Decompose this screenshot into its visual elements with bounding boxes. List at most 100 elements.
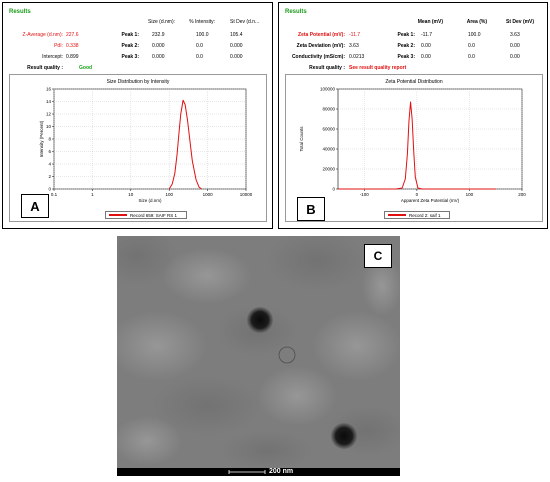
zeta-potential-label: Zeta Potential (mV): <box>298 32 345 38</box>
nanoparticle-1 <box>247 307 273 333</box>
peak-1-stdev: 105.4 <box>230 32 243 38</box>
scale-bar-label: 200 nm <box>269 468 294 475</box>
intercept-label: Intercept: <box>42 54 63 60</box>
zeta-distribution-plot: 0 20000 40000 60000 80000 100000 -100 0 100 200 Ap… <box>299 87 526 204</box>
peak-1-size: 232.9 <box>152 32 165 38</box>
panel-letter-a: A <box>21 194 49 218</box>
peak-1-label: Peak 1: <box>397 32 415 38</box>
plot-area <box>337 88 523 190</box>
peak-3-label: Peak 3: <box>121 54 139 60</box>
peak-3-size: 0.000 <box>152 54 165 60</box>
y-tick-label: 16 <box>46 87 52 92</box>
chart-title: Size Distribution by Intensity <box>106 79 170 85</box>
zeta-deviation-value: 3.63 <box>349 43 359 49</box>
y-tick-label: 2 <box>48 174 51 179</box>
tem-background-texture <box>117 236 400 471</box>
y-tick-label: 14 <box>46 99 52 104</box>
x-tick-label: 0.1 <box>51 192 58 197</box>
z-average-value: 227.6 <box>66 32 79 38</box>
x-tick-label: 10000 <box>240 192 253 197</box>
y-tick-label: 4 <box>48 162 51 167</box>
result-quality-value[interactable]: See result quality report <box>349 65 407 71</box>
conductivity-value: 0.0213 <box>349 54 365 60</box>
y-tick-label: 6 <box>48 149 51 154</box>
peak-2-stdev: 0.000 <box>230 43 243 49</box>
peak-3-area: 0.0 <box>468 54 475 60</box>
tem-micrograph: 200 nm C <box>117 236 400 476</box>
col-header-intensity: % Intensity: <box>189 19 215 25</box>
y-tick-label: 40000 <box>322 147 335 152</box>
zeta-deviation-label: Zeta Deviation (mV): <box>296 43 345 49</box>
y-tick-label: 8 <box>48 137 51 142</box>
x-tick-label: 1 <box>91 192 94 197</box>
tem-texture <box>117 236 400 471</box>
peak-2-label: Peak 2: <box>397 43 415 49</box>
zeta-potential-value: -11.7 <box>349 32 361 38</box>
z-average-label: Z-Average (d.nm): <box>22 32 63 38</box>
x-tick-label: 0 <box>416 192 419 197</box>
peak-2-intensity: 0.0 <box>196 43 203 49</box>
peak-1-label: Peak 1: <box>121 32 139 38</box>
x-tick-label: 1000 <box>203 192 214 197</box>
col-header-stdev: St Dev (mV) <box>506 19 535 25</box>
legend-line-swatch <box>109 214 127 216</box>
results-title: Results <box>285 9 307 15</box>
peak-1-intensity: 100.0 <box>196 32 209 38</box>
result-quality-value: Good <box>79 65 93 71</box>
nanoparticle-2 <box>331 423 357 449</box>
x-tick-label: 100 <box>466 192 474 197</box>
peak-3-mean: 0.00 <box>421 54 431 60</box>
y-tick-label: 0 <box>332 187 335 192</box>
series-line <box>338 101 496 190</box>
conductivity-label: Conductivity (mS/cm): <box>291 54 345 60</box>
col-header-size: Size (d.nm): <box>148 19 175 25</box>
pdi-value: 0.338 <box>66 43 79 49</box>
peak-1-stdev: 3.63 <box>510 32 520 38</box>
peak-2-area: 0.0 <box>468 43 475 49</box>
chart-legend: Record 659: SAIF RS 1 <box>105 211 187 219</box>
vesicle-outline <box>278 346 296 364</box>
panel-letter-c: C <box>364 244 392 268</box>
panel-b-zeta-results: Results Mean (mV) Area (%) St Dev (mV) Z… <box>278 2 548 229</box>
results-title: Results <box>9 9 31 15</box>
legend-series-name: Record 659: SAIF RS 1 <box>130 212 178 218</box>
peak-1-mean: -11.7 <box>421 32 433 38</box>
col-header-stdev: St Dev (d.n... <box>230 19 260 25</box>
peak-2-label: Peak 2: <box>121 43 139 49</box>
x-tick-label: 10 <box>128 192 134 197</box>
col-header-mean: Mean (mV) <box>417 19 443 25</box>
x-axis-label: Apparent Zeta Potential (mV) <box>401 198 460 203</box>
peak-2-size: 0.000 <box>152 43 165 49</box>
peak-1-area: 100.0 <box>468 32 481 38</box>
y-tick-label: 60000 <box>322 127 335 132</box>
chart-legend: Record 2: saif 1 <box>384 211 450 219</box>
y-axis-label: Intensity (Percent) <box>39 120 44 157</box>
x-axis-label: Size (d.nm) <box>138 198 162 203</box>
y-axis-label: Total Counts <box>299 126 304 152</box>
peak-2-mean: 0.00 <box>421 43 431 49</box>
y-tick-label: 0 <box>48 187 51 192</box>
x-tick-label: 200 <box>518 192 526 197</box>
panel-letter-b: B <box>297 197 325 221</box>
x-tick-label: 100 <box>165 192 173 197</box>
result-quality-label: Result quality : <box>27 65 63 71</box>
scale-bar-line <box>228 470 266 474</box>
size-distribution-plot: 0 2 4 6 8 10 12 14 16 0.1 1 10 100 1000 10000 Size (d.n… <box>39 87 253 204</box>
y-tick-label: 20000 <box>322 167 335 172</box>
y-tick-label: 10 <box>46 124 52 129</box>
size-distribution-chart: Size Distribution by Intensity 0 2 4 6 8 10 12… <box>9 74 267 222</box>
peak-3-stdev: 0.00 <box>510 54 520 60</box>
chart-title: Zeta Potential Distribution <box>385 79 443 85</box>
peak-3-intensity: 0.0 <box>196 54 203 60</box>
col-header-area: Area (%) <box>466 19 487 25</box>
series-line <box>168 99 202 190</box>
result-quality-label: Result quality : <box>309 65 345 71</box>
panel-a-size-results: Results Size (d.nm): % Intensity: St Dev… <box>2 2 273 229</box>
pdi-label: PdI: <box>54 43 63 49</box>
y-tick-label: 100000 <box>320 87 336 92</box>
scale-bar: 200 nm <box>117 468 400 476</box>
peak-3-label: Peak 3: <box>397 54 415 60</box>
y-tick-label: 12 <box>46 112 52 117</box>
intercept-value: 0.899 <box>66 54 79 60</box>
y-tick-label: 80000 <box>322 107 335 112</box>
